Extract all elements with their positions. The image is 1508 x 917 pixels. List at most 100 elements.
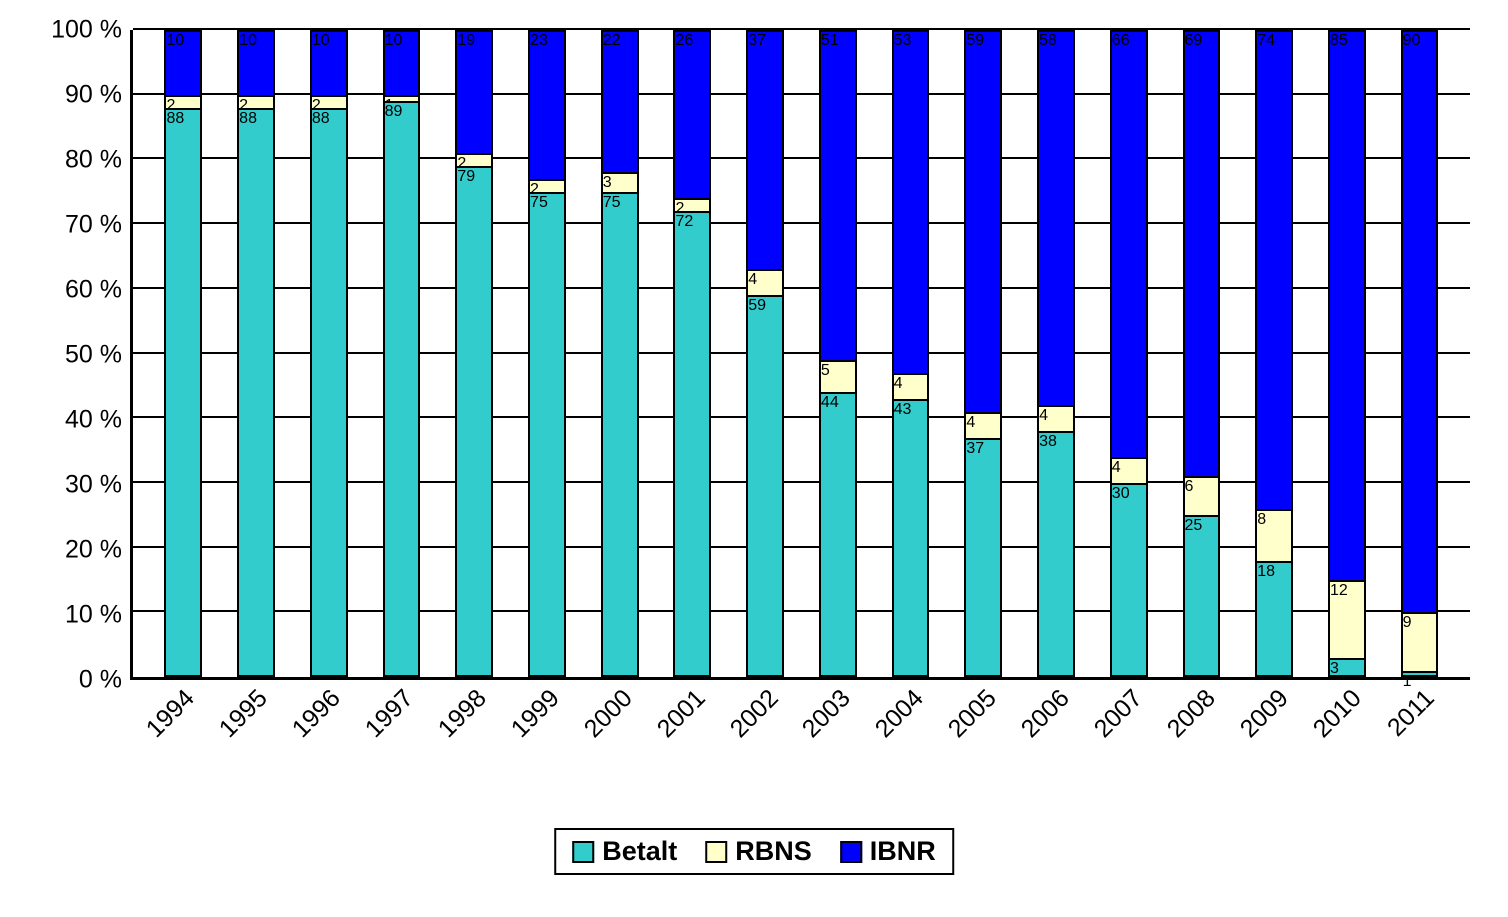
bar-slot: 37459 xyxy=(947,30,1020,677)
y-tick-label: 50 % xyxy=(65,341,122,370)
segment-rbns: 2 xyxy=(673,198,711,211)
bar: 88210 xyxy=(164,30,202,677)
segment-betalt: 88 xyxy=(310,108,348,677)
legend-swatch xyxy=(572,841,594,863)
segment-ibnr: 53 xyxy=(892,30,930,373)
bar: 43453 xyxy=(892,30,930,677)
bars-container: 8821088210882108911079219752237532272226… xyxy=(133,30,1470,677)
x-tick-label: 1995 xyxy=(214,684,274,744)
x-tick: 2007 xyxy=(1092,684,1165,804)
segment-rbns: 6 xyxy=(1183,476,1221,515)
segment-rbns: 4 xyxy=(746,269,784,295)
bar-slot: 31285 xyxy=(1311,30,1384,677)
segment-ibnr: 58 xyxy=(1037,30,1075,405)
x-tick-label: 2003 xyxy=(797,684,857,744)
x-tick: 1994 xyxy=(144,684,217,804)
segment-betalt: 88 xyxy=(237,108,275,677)
segment-ibnr: 66 xyxy=(1110,30,1148,457)
bar: 18874 xyxy=(1255,30,1293,677)
segment-ibnr: 26 xyxy=(673,30,711,198)
x-tick-label: 2007 xyxy=(1089,684,1149,744)
segment-ibnr: 69 xyxy=(1183,30,1221,476)
segment-rbns: 12 xyxy=(1328,580,1366,658)
x-tick: 2006 xyxy=(1019,684,1092,804)
legend-label: RBNS xyxy=(735,836,812,867)
segment-rbns: 4 xyxy=(892,373,930,399)
x-tick: 2001 xyxy=(654,684,727,804)
segment-ibnr: 22 xyxy=(601,30,639,172)
y-tick-label: 90 % xyxy=(65,81,122,110)
bar: 88210 xyxy=(237,30,275,677)
bar: 1990 xyxy=(1401,30,1439,677)
segment-betalt: 89 xyxy=(383,101,421,677)
x-tick-label: 2004 xyxy=(870,684,930,744)
bar-slot: 59437 xyxy=(729,30,802,677)
segment-rbns: 5 xyxy=(819,360,857,392)
x-tick-label: 1999 xyxy=(506,684,566,744)
x-tick: 2011 xyxy=(1383,684,1456,804)
legend: BetaltRBNSIBNR xyxy=(554,828,954,875)
segment-ibnr: 10 xyxy=(310,30,348,95)
segment-ibnr: 90 xyxy=(1401,30,1439,612)
segment-rbns: 8 xyxy=(1255,509,1293,561)
segment-ibnr: 85 xyxy=(1328,30,1366,580)
segment-ibnr: 10 xyxy=(164,30,202,95)
y-tick-label: 0 % xyxy=(79,666,122,695)
x-labels: 1994199519961997199819992000200120022003… xyxy=(130,684,1470,804)
bar-slot: 43453 xyxy=(874,30,947,677)
x-tick: 1997 xyxy=(363,684,436,804)
segment-rbns: 2 xyxy=(455,153,493,166)
segment-betalt: 75 xyxy=(528,192,566,677)
segment-rbns: 4 xyxy=(1037,405,1075,431)
segment-betalt: 43 xyxy=(892,399,930,677)
segment-betalt: 25 xyxy=(1183,515,1221,677)
segment-betalt: 72 xyxy=(673,211,711,677)
segment-betalt: 18 xyxy=(1255,561,1293,677)
y-axis: 0 %10 %20 %30 %40 %50 %60 %70 %80 %90 %1… xyxy=(0,30,130,680)
x-tick-label: 1994 xyxy=(141,684,201,744)
segment-ibnr: 51 xyxy=(819,30,857,360)
bar-slot: 18874 xyxy=(1238,30,1311,677)
x-tick-label: 1997 xyxy=(360,684,420,744)
bar: 88210 xyxy=(310,30,348,677)
segment-betalt: 88 xyxy=(164,108,202,677)
x-tick-label: 2010 xyxy=(1307,684,1367,744)
segment-betalt: 3 xyxy=(1328,658,1366,677)
plot-area: 8821088210882108911079219752237532272226… xyxy=(130,30,1470,680)
x-tick: 1995 xyxy=(217,684,290,804)
x-tick: 2005 xyxy=(946,684,1019,804)
y-tick-label: 30 % xyxy=(65,471,122,500)
legend-swatch xyxy=(705,841,727,863)
legend-swatch xyxy=(840,841,862,863)
bar-slot: 25669 xyxy=(1165,30,1238,677)
y-tick-label: 100 % xyxy=(51,16,122,45)
x-tick-label: 2000 xyxy=(578,684,638,744)
x-tick: 2000 xyxy=(581,684,654,804)
segment-betalt: 30 xyxy=(1110,483,1148,677)
segment-rbns: 2 xyxy=(528,179,566,192)
legend-item-rbns: RBNS xyxy=(705,836,812,867)
segment-rbns: 2 xyxy=(237,95,275,108)
segment-rbns: 2 xyxy=(164,95,202,108)
bar-slot: 79219 xyxy=(438,30,511,677)
segment-ibnr: 74 xyxy=(1255,30,1293,509)
x-tick: 1996 xyxy=(290,684,363,804)
segment-betalt: 38 xyxy=(1037,431,1075,677)
y-tick-label: 80 % xyxy=(65,146,122,175)
segment-ibnr: 59 xyxy=(964,30,1002,412)
bar-slot: 75223 xyxy=(511,30,584,677)
segment-betalt: 79 xyxy=(455,166,493,677)
bar: 25669 xyxy=(1183,30,1221,677)
x-tick-label: 2001 xyxy=(651,684,711,744)
x-tick-label: 1996 xyxy=(287,684,347,744)
x-tick-label: 2005 xyxy=(943,684,1003,744)
x-tick-label: 2002 xyxy=(724,684,784,744)
segment-ibnr: 23 xyxy=(528,30,566,179)
bar-slot: 72226 xyxy=(656,30,729,677)
bar: 75223 xyxy=(528,30,566,677)
bar-slot: 44551 xyxy=(801,30,874,677)
bar-slot: 1990 xyxy=(1383,30,1456,677)
x-tick: 2003 xyxy=(800,684,873,804)
x-axis: 1994199519961997199819992000200120022003… xyxy=(130,684,1470,814)
bar: 75322 xyxy=(601,30,639,677)
